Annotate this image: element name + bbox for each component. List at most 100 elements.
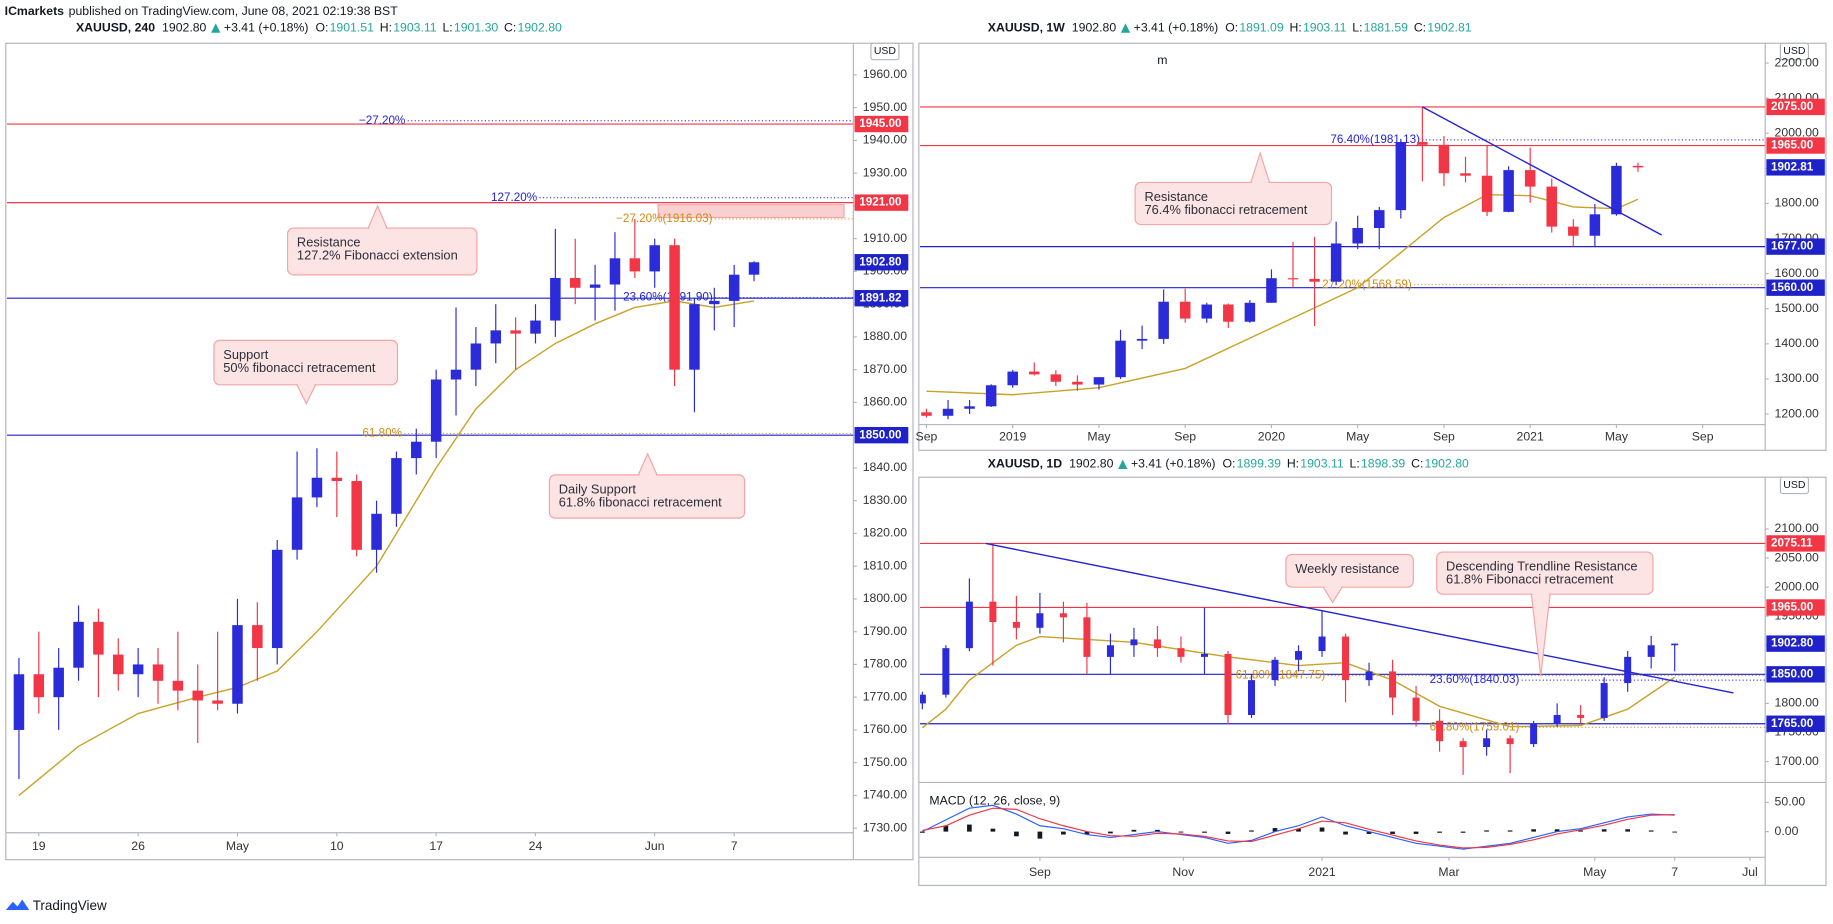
candle-body [152,664,164,681]
candle-body [1589,214,1601,236]
ohlc-value: 1903.11 [1300,457,1344,471]
x-tick-label: May [1087,430,1111,444]
level-tag-box [854,115,909,133]
macd-histogram-bar [1178,831,1184,833]
y-tick-label: 1810.00 [863,558,908,572]
fib-label: 23.60%(1891.90) [623,291,713,304]
callout-text: 61.8% Fibonacci retracement [1446,572,1614,587]
macd-histogram-bar [1249,830,1254,832]
callout-text: 127.2% Fibonacci extension [297,248,458,263]
macd-histogram-bar [1366,831,1372,834]
candle-body [649,245,660,272]
ohlc-value: 1898.39 [1361,457,1406,471]
macd-histogram-bar [920,831,925,833]
x-tick-label: 7 [1671,865,1678,879]
callout-box [1285,553,1414,588]
candle-body [1624,656,1632,684]
callout-text: Descending Trendline Resistance [1446,559,1638,574]
change: +3.41 (+0.18%) [1131,457,1216,471]
candle-body [1342,636,1350,681]
ohlc-key: C: [504,20,516,34]
callout-text: Daily Support [559,481,637,496]
candle-body [589,284,601,288]
level-tag-box [1766,666,1825,683]
ohlc-value: 1899.39 [1237,457,1282,471]
callout-text: Weekly resistance [1295,561,1399,576]
level-tag: 1850.00 [859,428,902,441]
currency: USD [874,45,897,57]
candle-body [1083,617,1091,657]
logo-icon [5,899,30,910]
candle-body [1611,165,1622,215]
last-price-tag-box [1766,159,1825,176]
macd-histogram-bar [1108,831,1113,834]
signal-line [922,807,1675,849]
callout-text: Support [223,347,268,362]
candle-body [550,277,561,321]
change: +3.41 (+0.18%) [224,20,309,34]
author: ICmarkets [5,4,64,18]
x-tick-label: Sep [1692,430,1714,444]
ohlc-key: L: [442,20,452,34]
macd-histogram-bar [1202,831,1207,833]
candle-body [1200,653,1208,657]
level-tag-box [854,290,909,307]
macd-histogram-bar [1296,828,1301,832]
plot-area: 61.80%(1847.75) 23.60%(1840.03) 61.80%(175… [920,542,1766,775]
y-tick-label: 1760.00 [863,722,908,736]
candle-body [1352,228,1363,244]
trendline [985,542,1734,694]
candle-body [942,408,954,416]
level-tag-box [1766,599,1825,616]
y-tick-label: 1600.00 [1775,266,1820,280]
ohlc-value: 1901.30 [454,20,499,34]
candle-body [1106,645,1114,657]
callout-text: 50% fibonacci retracement [223,360,376,375]
candle-body [371,513,382,550]
y-tick-label: 1870.00 [863,362,908,376]
candle-body [1309,278,1320,282]
fib-label: 61.80%(1847.75) [1236,669,1326,682]
ohlc-key: L: [1350,457,1360,471]
macd-line [922,804,1675,850]
macd-histogram-bar [1037,831,1043,839]
candle-body [1130,639,1138,646]
macd-histogram-bar [1578,830,1583,832]
callout-text: Resistance [297,235,361,250]
trendline [1422,106,1663,236]
candle-body [13,674,25,730]
x-tick-label: 2021 [1517,430,1544,444]
candle-body [1365,671,1373,681]
level-tag: 2075.11 [1771,537,1813,550]
candle-body [1436,720,1444,742]
level-tag: 1965.00 [1771,139,1814,152]
y-tick-label: 1730.00 [863,820,908,834]
last-price-tag: 1902.80 [1771,637,1814,650]
candle-body [1395,142,1407,211]
candle-body [1007,371,1018,386]
candle-body [1671,643,1679,646]
y-tick-label: 1500.00 [1775,301,1820,315]
level-tag: 1891.82 [859,291,902,304]
macd-histogram-bar [943,825,949,832]
x-tick-label: Sep [1029,865,1051,879]
candle-body [391,458,402,514]
candle-body [1115,340,1126,378]
fib-label: 61.80%(1759.01) [1430,720,1520,733]
fib-label: 27.20%(1568.59) [1322,278,1412,291]
level-tag: 1560.00 [1771,281,1814,294]
candle-body [1295,651,1303,660]
macd-histogram-bar [990,828,996,832]
symbol: XAUUSD, 1D [988,457,1062,471]
ohlc-value: 1903.11 [393,20,437,34]
candle-body [212,700,223,704]
y-tick-label: 2100.00 [1775,521,1820,535]
plot-area: 76.40%(1981.13) 27.20%(1568.59) [920,106,1766,420]
callout-box [1134,181,1333,226]
y-tick-label: 1800.00 [1775,196,1820,210]
x-tick-label: 17 [429,839,443,853]
candle-body [1568,226,1579,236]
callout-text: 61.8% fibonacci retracement [559,494,722,509]
candle-body [351,481,362,550]
level-tag-box [1766,715,1825,732]
